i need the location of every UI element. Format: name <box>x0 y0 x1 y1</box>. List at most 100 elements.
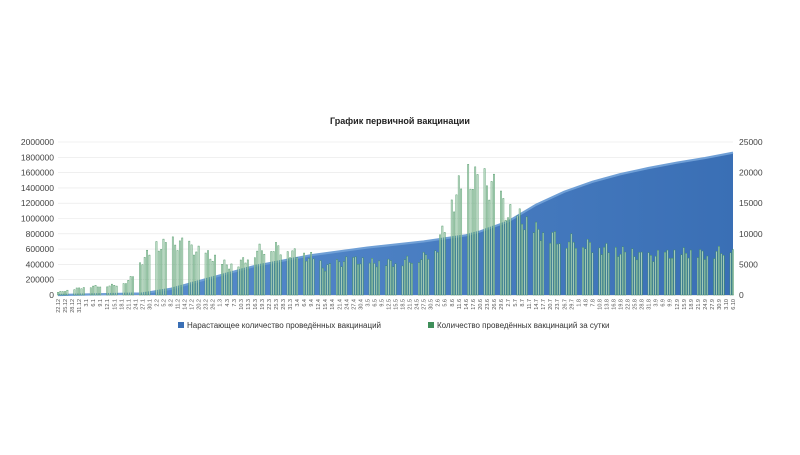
x-axis-tick-label: 8.7 <box>520 299 526 307</box>
daily-bar <box>401 265 404 296</box>
daily-bar <box>92 285 95 296</box>
x-axis-tick-label: 3.9 <box>654 299 660 307</box>
daily-bar <box>394 263 397 296</box>
daily-bar <box>296 257 298 296</box>
x-axis-tick-label: 17.6 <box>471 299 477 310</box>
x-axis-tick-label: 3.10 <box>724 299 730 310</box>
x-axis-tick-label: 6.5 <box>372 299 378 307</box>
daily-bar <box>556 243 559 296</box>
x-axis-tick-label: 18.4 <box>330 299 336 310</box>
daily-bar <box>204 252 207 296</box>
daily-bar <box>403 259 406 296</box>
x-axis-tick-label: 23.7 <box>555 299 561 310</box>
daily-bar <box>718 246 720 296</box>
daily-bar <box>549 242 552 296</box>
daily-bar <box>553 231 556 296</box>
daily-bar <box>706 255 709 296</box>
daily-bar <box>303 252 305 296</box>
x-axis-tick-label: 31.8 <box>647 299 653 310</box>
left-axis-tick-label: 1200000 <box>21 198 54 208</box>
daily-bar <box>272 251 275 296</box>
daily-bar <box>106 286 109 296</box>
daily-bar <box>617 256 620 296</box>
x-axis-tick-label: 11.7 <box>527 299 533 309</box>
x-axis-tick-label: 12.1 <box>105 299 111 310</box>
daily-bar <box>439 234 441 296</box>
x-axis-tick-label: 25.8 <box>633 299 639 310</box>
daily-bar <box>127 280 130 296</box>
daily-bar <box>518 208 521 296</box>
daily-bar <box>701 250 704 296</box>
x-axis-tick-label: 26.7 <box>562 299 568 310</box>
daily-bar <box>155 241 158 296</box>
x-axis-tick-label: 23.6 <box>485 299 491 310</box>
x-axis-tick-label: 5.7 <box>513 299 519 307</box>
daily-bar <box>598 247 601 296</box>
daily-bar <box>685 252 688 296</box>
x-axis-tick-label: 15.4 <box>323 299 329 310</box>
x-axis-labels: 22.12 25.12 28.12 31.12 3.1 6.1 9.1 12.1 15.1 18.… <box>56 299 737 313</box>
daily-bar <box>640 251 643 296</box>
daily-bar <box>122 283 125 296</box>
x-axis-tick-label: 31.12 <box>77 299 83 313</box>
daily-bar <box>455 194 458 296</box>
daily-bar <box>696 257 699 296</box>
daily-bar <box>664 251 666 296</box>
daily-bar <box>720 253 723 296</box>
x-axis-tick-label: 26.6 <box>492 299 498 310</box>
x-axis-tick-label: 1.3 <box>218 299 224 307</box>
daily-bar <box>605 243 608 296</box>
daily-bar <box>148 254 151 296</box>
daily-bar <box>289 257 291 296</box>
x-axis-tick-label: 20.7 <box>548 299 554 310</box>
daily-bar <box>443 232 446 296</box>
x-axis-tick-label: 15.9 <box>682 299 688 310</box>
x-axis-tick-label: 9.9 <box>668 299 674 307</box>
left-axis-tick-label: 0 <box>49 290 54 300</box>
daily-bar <box>242 257 245 296</box>
daily-bar <box>504 219 507 296</box>
daily-bar <box>703 259 706 296</box>
daily-bar <box>246 259 249 296</box>
daily-bar <box>270 251 273 296</box>
x-axis-tick-label: 25.12 <box>63 299 69 313</box>
daily-bar <box>359 263 362 296</box>
x-axis-tick-label: 27.9 <box>710 299 716 310</box>
x-axis-tick-label: 24.9 <box>703 299 709 310</box>
legend-label-daily: Количество проведённых вакцинаций за сут… <box>437 321 610 330</box>
x-axis-tick-label: 21.1 <box>126 299 132 310</box>
daily-bar <box>422 252 425 296</box>
x-axis-tick-label: 15.1 <box>112 299 118 310</box>
daily-bar <box>457 175 460 296</box>
daily-bar <box>326 264 329 296</box>
x-axis-tick-label: 9.4 <box>309 299 315 307</box>
daily-bar <box>244 262 247 296</box>
daily-bar <box>319 260 322 296</box>
x-axis-tick-label: 3.1 <box>84 299 90 307</box>
daily-bar <box>373 263 376 296</box>
daily-bar <box>523 229 526 296</box>
x-axis-tick-label: 23.2 <box>204 299 210 310</box>
x-axis-tick-label: 2.2 <box>154 299 160 307</box>
daily-bar <box>582 247 584 296</box>
x-axis-tick-label: 11.2 <box>176 299 182 309</box>
daily-bar <box>195 251 198 296</box>
daily-bar <box>64 291 66 296</box>
right-axis-tick-label: 10000 <box>739 229 763 239</box>
daily-bar <box>493 173 495 296</box>
x-axis-tick-label: 6.9 <box>661 299 667 307</box>
x-axis-tick-label: 2.6 <box>436 299 442 307</box>
daily-bar <box>652 261 655 296</box>
daily-bar <box>368 262 371 296</box>
x-axis-tick-label: 10.8 <box>597 299 603 310</box>
daily-bar <box>371 258 373 296</box>
daily-bar <box>722 255 725 296</box>
daily-bar <box>521 223 523 296</box>
daily-bar <box>178 240 181 296</box>
daily-bar <box>345 256 348 296</box>
x-axis-tick-label: 31.3 <box>288 299 294 310</box>
left-axis-tick-label: 800000 <box>26 229 55 239</box>
x-axis-tick-label: 21.5 <box>408 299 414 310</box>
daily-bar <box>99 286 102 296</box>
daily-bar <box>619 253 622 296</box>
